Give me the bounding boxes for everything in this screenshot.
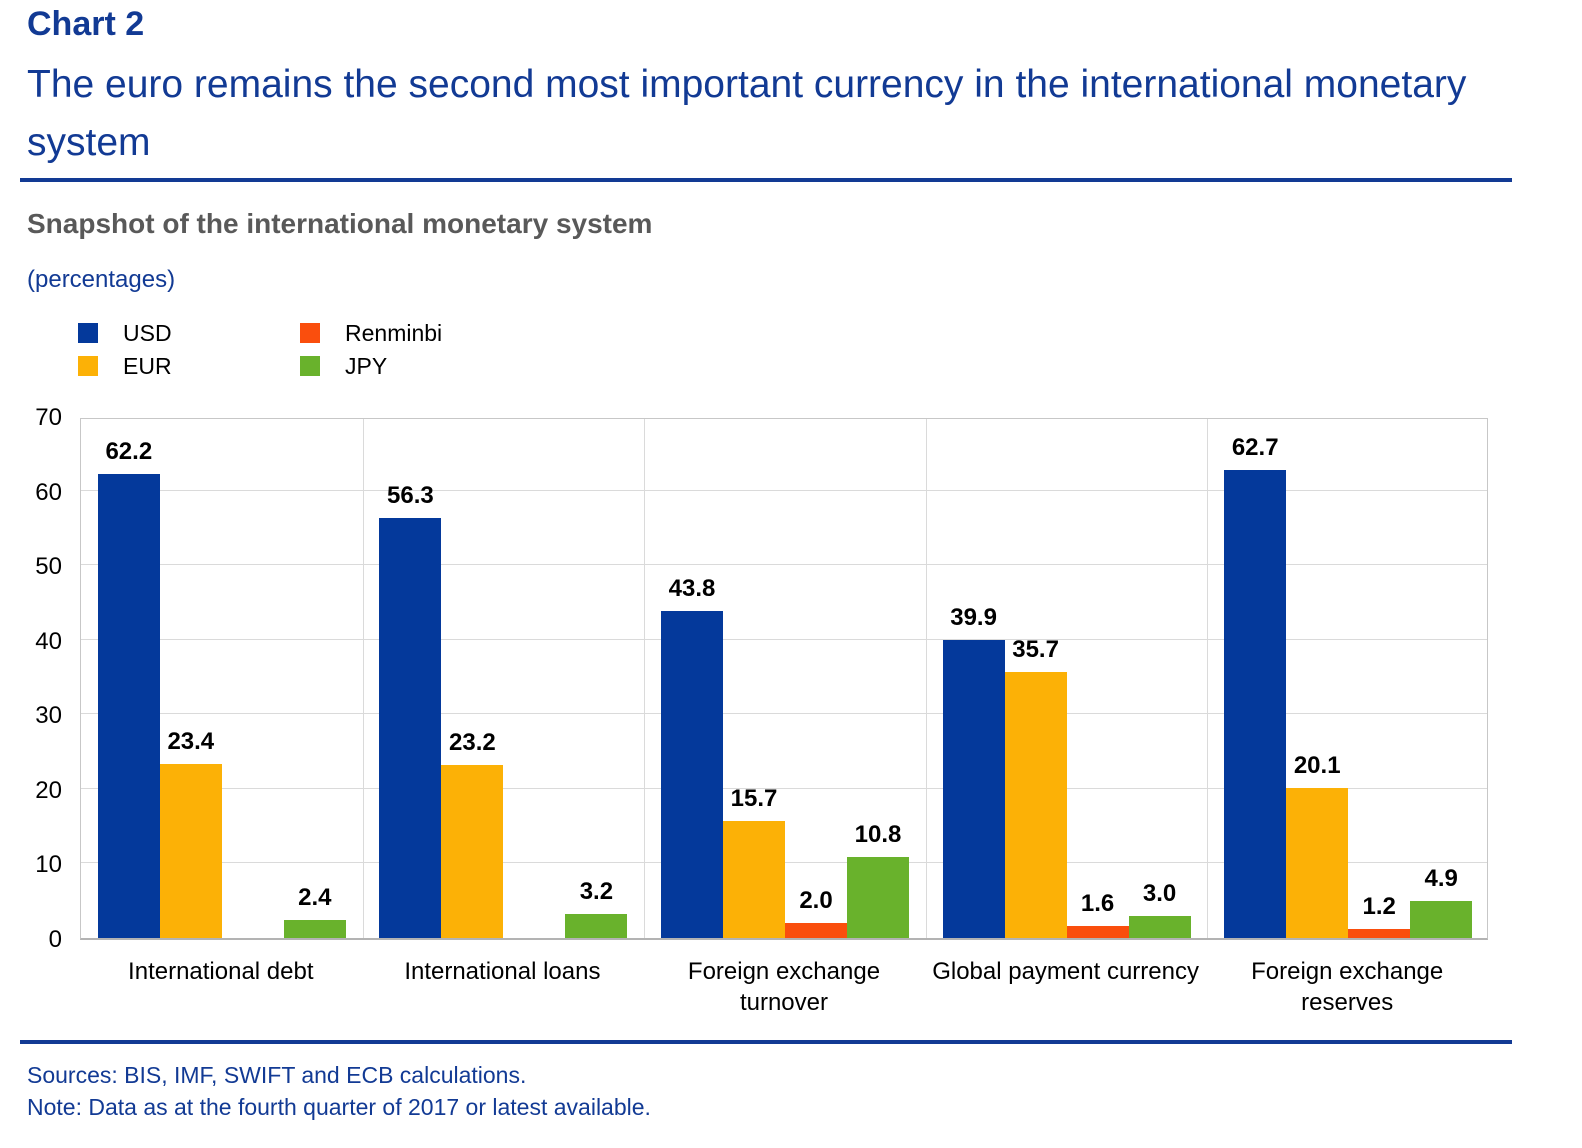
bar-value-label-jpy-0: 2.4 (298, 884, 332, 912)
legend-label-usd: USD (123, 319, 172, 346)
legend-item-renminbi: Renminbi (300, 319, 443, 346)
chart-subtitle: Snapshot of the international monetary s… (27, 208, 653, 239)
ytick-20: 20 (35, 776, 62, 804)
bar-value-label-eur-0: 23.4 (167, 727, 215, 755)
category-label-line: International debt (128, 958, 314, 985)
bar-eur-4 (1286, 788, 1349, 938)
gridline-20 (81, 787, 1487, 789)
category-label-line: turnover (739, 989, 828, 1016)
bar-value-label-usd-1: 56.3 (387, 482, 434, 510)
category-label-3: Global payment currency (925, 956, 1207, 987)
bar-jpy-4 (1410, 901, 1473, 938)
bar-value-label-eur-2: 15.7 (730, 784, 778, 812)
bar-renminbi-2 (785, 923, 847, 938)
bar-eur-0 (159, 763, 222, 938)
bar-jpy-2 (847, 857, 909, 938)
bar-usd-3 (942, 640, 1005, 938)
bar-jpy-0 (283, 920, 346, 938)
bar-value-label-usd-3: 39.9 (950, 604, 997, 632)
plot-area: 62.2 56.3 43.8 39.9 62.7 23.4 23.2 15.7 35.7 20.1… (80, 418, 1488, 940)
category-label-line: Global payment currency (932, 958, 1199, 985)
category-label-4: Foreign exchange reserves (1206, 956, 1488, 1018)
bar-eur-3 (1004, 671, 1067, 938)
legend-label-renminbi: Renminbi (345, 319, 443, 346)
bar-usd-2 (661, 611, 723, 938)
legend-item-jpy: JPY (300, 352, 388, 379)
category-label-0: International debt (80, 956, 362, 987)
bar-usd-0 (97, 474, 160, 938)
legend-item-usd: USD (78, 319, 172, 346)
bar-eur-1 (441, 765, 504, 938)
legend-swatch-jpy (300, 356, 320, 376)
bar-renminbi-4 (1348, 929, 1411, 938)
group-separator-4 (1207, 419, 1209, 938)
ytick-30: 30 (35, 702, 62, 730)
ytick-40: 40 (35, 627, 62, 655)
bar-value-label-eur-1: 23.2 (449, 729, 496, 756)
legend-swatch-eur (78, 356, 98, 376)
unit-note: (percentages) (27, 266, 176, 293)
ytick-50: 50 (35, 553, 62, 581)
bar-value-label-jpy-2: 10.8 (854, 821, 902, 849)
bar-value-label-jpy-4: 4.9 (1424, 865, 1458, 893)
ytick-60: 60 (35, 478, 62, 506)
category-label-2: Foreign exchange turnover (643, 956, 925, 1018)
bar-value-label-eur-3: 35.7 (1012, 635, 1059, 663)
sources-note: Sources: BIS, IMF, SWIFT and ECB calcula… (27, 1062, 527, 1088)
legend-label-jpy: JPY (345, 352, 388, 379)
bar-value-label-renminbi-3: 1.6 (1080, 890, 1115, 918)
bar-usd-4 (1224, 470, 1287, 938)
bar-value-label-renminbi-4: 1.2 (1362, 893, 1396, 921)
bar-value-label-usd-0: 62.2 (105, 438, 153, 466)
legend-label-eur: EUR (123, 352, 172, 379)
chart-number: Chart 2 (27, 5, 145, 43)
gridline-40 (81, 638, 1487, 640)
bar-eur-2 (723, 820, 785, 938)
legend-swatch-usd (78, 323, 98, 343)
ytick-0: 0 (48, 926, 62, 953)
legend-item-eur: EUR (78, 352, 172, 379)
bar-value-label-jpy-3: 3.0 (1142, 879, 1177, 907)
legend-swatch-renminbi (300, 323, 320, 343)
chart-title: The euro remains the second most importa… (27, 63, 1467, 164)
footer-divider-line (20, 1040, 1512, 1044)
bar-value-label-usd-4: 62.7 (1231, 434, 1279, 462)
group-separator-2 (644, 419, 646, 938)
bar-value-label-renminbi-2: 2.0 (799, 887, 833, 915)
category-label-line: reserves (1301, 989, 1394, 1016)
bar-value-label-jpy-1: 3.2 (579, 878, 614, 906)
gridline-30 (81, 713, 1487, 715)
group-separator-1 (362, 419, 364, 938)
gridline-50 (81, 564, 1487, 566)
header-divider-line (20, 178, 1512, 182)
bar-jpy-1 (565, 914, 628, 938)
cropped-text-remnant (27, 1140, 667, 1145)
bar-usd-1 (379, 518, 442, 938)
bar-value-label-eur-4: 20.1 (1293, 752, 1341, 780)
bar-renminbi-3 (1066, 926, 1129, 938)
category-label-line: International loans (404, 958, 601, 985)
group-separator-3 (925, 419, 927, 938)
ytick-10: 10 (35, 851, 62, 879)
category-label-1: International loans (362, 956, 644, 987)
data-note: Note: Data as at the fourth quarter of 2… (27, 1094, 651, 1120)
bar-jpy-3 (1128, 915, 1191, 938)
category-label-line: Foreign exchange (687, 958, 881, 985)
gridline-60 (81, 489, 1487, 491)
bar-value-label-usd-2: 43.8 (668, 575, 716, 603)
ytick-70: 70 (35, 404, 62, 431)
category-label-line: Foreign exchange (1251, 958, 1444, 985)
